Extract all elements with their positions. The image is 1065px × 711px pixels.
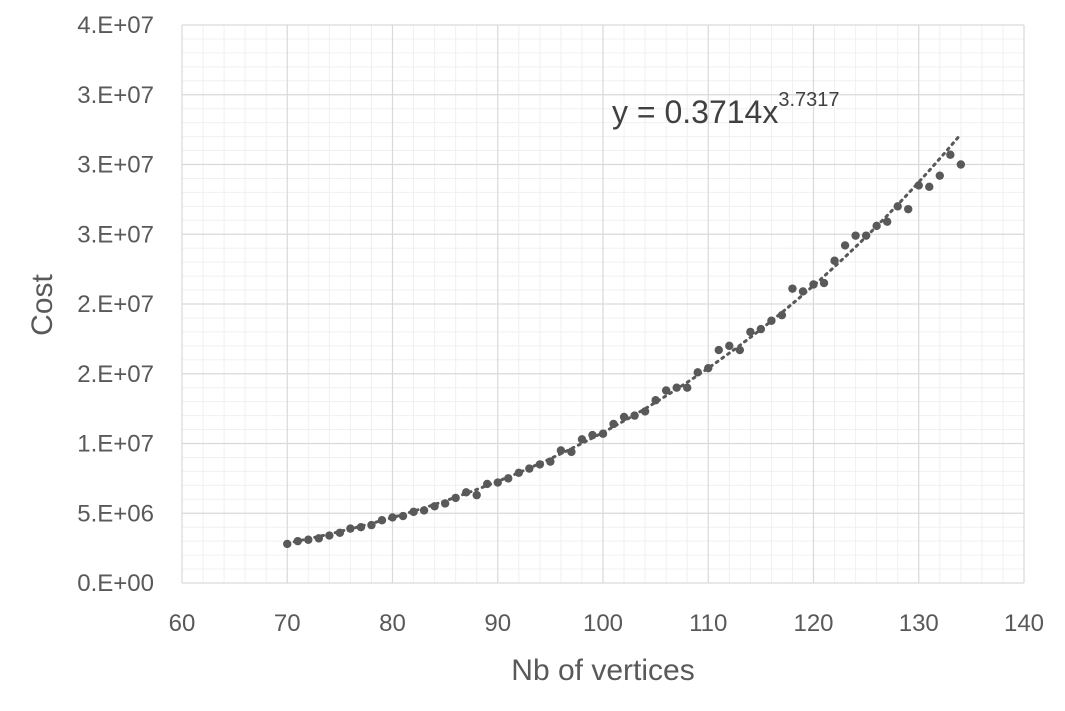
data-point [525, 464, 534, 473]
x-tick-label: 130 [899, 610, 939, 637]
data-point [451, 493, 460, 503]
y-tick-label: 0.E+00 [77, 570, 154, 597]
major-gridlines [181, 24, 1025, 584]
data-point [693, 368, 702, 377]
data-point [304, 535, 313, 544]
y-tick-label: 3.E+07 [77, 221, 154, 248]
y-tick-label: 3.E+07 [77, 82, 154, 109]
data-points [283, 150, 966, 549]
data-point [851, 231, 860, 240]
x-tick-label: 90 [484, 610, 511, 637]
data-point [493, 478, 502, 487]
data-point [440, 499, 450, 508]
data-point [725, 341, 734, 351]
data-point [398, 511, 408, 521]
data-point [577, 435, 587, 444]
data-point [640, 407, 650, 416]
y-tick-label: 1.E+07 [77, 431, 154, 458]
data-point [514, 468, 523, 477]
data-point [356, 523, 366, 532]
data-point [798, 287, 808, 296]
y-tick-label: 2.E+07 [77, 291, 154, 318]
x-tick-label: 70 [274, 610, 301, 637]
trendline-equation: y = 0.3714x3.7317 [612, 89, 840, 130]
data-point [609, 419, 618, 429]
data-point [756, 324, 766, 334]
x-tick-label: 60 [169, 610, 196, 637]
data-point [683, 383, 692, 392]
data-point [535, 460, 545, 469]
data-point [483, 479, 492, 489]
data-point [819, 278, 829, 288]
data-point [840, 241, 850, 250]
y-tick-label: 4.E+07 [77, 12, 154, 39]
y-tick-label: 2.E+07 [77, 361, 154, 388]
data-point [914, 181, 923, 190]
x-tick-label: 80 [379, 610, 406, 637]
data-point [588, 430, 597, 440]
y-axis-title: Cost [26, 273, 59, 335]
data-point [283, 539, 292, 549]
data-point [661, 386, 671, 395]
data-point [767, 316, 776, 325]
data-point [388, 513, 397, 522]
data-point [598, 429, 608, 438]
data-point [419, 506, 429, 515]
data-point [935, 171, 944, 180]
trendline-equation-base: y = 0.3714x [612, 94, 778, 130]
data-point [409, 507, 418, 517]
data-point [672, 383, 681, 392]
x-axis-tick-labels: 60 70 80 90 100 110 120 130 140 [169, 610, 1044, 637]
data-point [714, 345, 723, 355]
data-point [925, 182, 934, 192]
data-point [461, 488, 471, 497]
data-point [630, 411, 639, 420]
data-point [556, 446, 566, 455]
data-point [830, 256, 839, 265]
data-point [809, 280, 818, 289]
x-axis-title: Nb of vertices [511, 654, 694, 687]
data-point [504, 474, 513, 483]
x-tick-label: 110 [689, 610, 727, 637]
x-tick-label: 140 [1004, 610, 1044, 637]
data-point [735, 345, 745, 355]
trendline-equation-exponent: 3.7317 [778, 89, 839, 111]
data-point [325, 531, 334, 540]
y-tick-label: 5.E+06 [77, 500, 154, 527]
data-point [904, 204, 913, 214]
data-point [367, 520, 376, 530]
data-point [946, 150, 955, 159]
data-point [956, 160, 966, 169]
data-point [335, 528, 345, 537]
y-axis-tick-labels: 0.E+00 5.E+06 1.E+07 2.E+07 2.E+07 3.E+07 3.E+… [77, 12, 154, 597]
data-point [346, 524, 355, 533]
data-point [882, 217, 892, 226]
data-point [651, 396, 660, 405]
x-tick-label: 120 [793, 610, 833, 637]
data-point [472, 490, 481, 500]
data-point [546, 457, 555, 466]
data-point [872, 221, 881, 231]
data-point [293, 536, 302, 546]
data-point [746, 327, 755, 337]
data-point [377, 516, 387, 525]
data-point [567, 447, 576, 457]
data-point [314, 534, 324, 543]
data-point [788, 284, 797, 293]
data-point [704, 363, 713, 373]
data-point [861, 231, 871, 240]
data-point [893, 202, 902, 211]
data-point [619, 412, 629, 422]
x-tick-label: 100 [583, 610, 623, 637]
y-tick-label: 3.E+07 [77, 152, 154, 179]
data-point [777, 310, 787, 320]
data-point [430, 502, 439, 511]
